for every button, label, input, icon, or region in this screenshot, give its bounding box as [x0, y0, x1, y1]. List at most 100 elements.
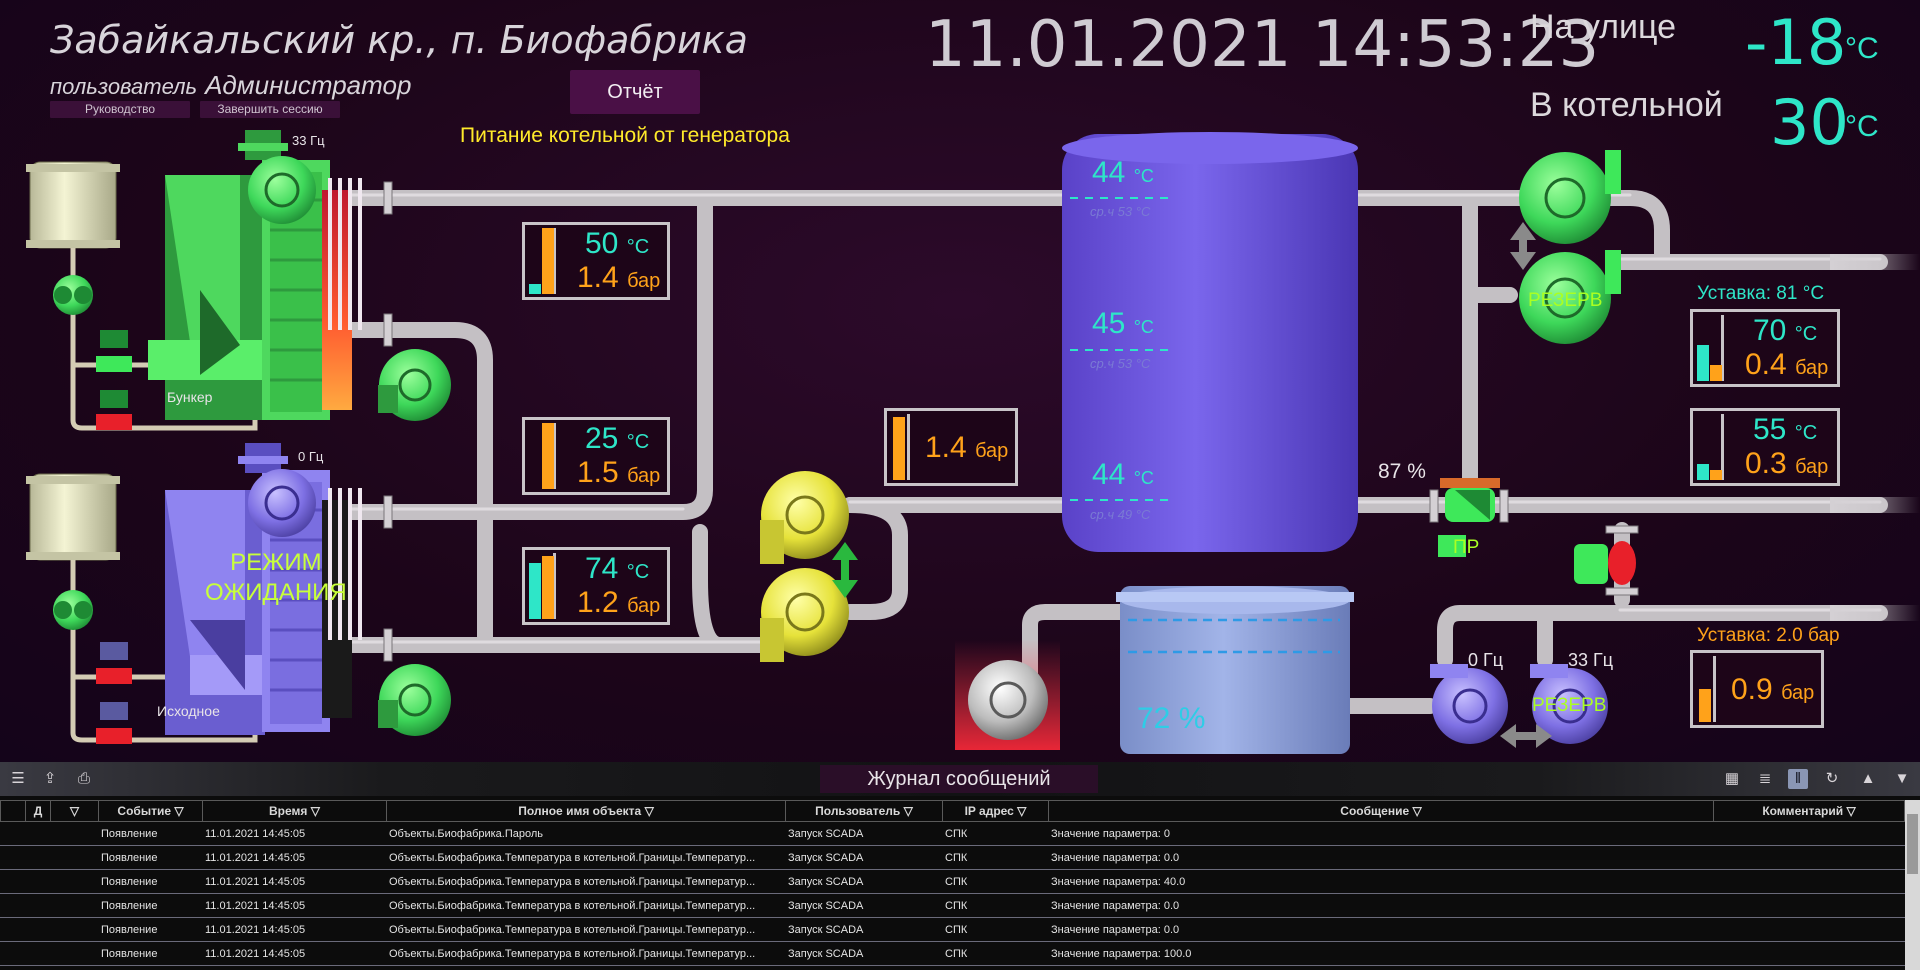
user-label: пользователь — [50, 74, 198, 99]
cell-time: 11.01.2021 14:45:05 — [205, 900, 306, 912]
table-row[interactable]: Появление 11.01.2021 14:45:05 Объекты.Биоф… — [0, 870, 1905, 894]
tank-avg-top: ср.ч 53 °С — [1090, 204, 1151, 219]
col-comment[interactable]: Комментарий ▽ — [1713, 800, 1905, 822]
indoor-label: В котельной — [1530, 86, 1723, 124]
cell-message: Значение параметра: 0.0 — [1051, 900, 1180, 912]
manual-button[interactable]: Руководство — [50, 101, 190, 118]
journal-header: Д ▽ Событие ▽ Время ▽ Полное имя объекта… — [0, 800, 1905, 822]
bunker-label: Бункер — [167, 389, 213, 405]
col-object[interactable]: Полное имя объекта ▽ — [386, 800, 785, 822]
cell-empty — [50, 942, 98, 965]
pipe-yellow-link — [692, 524, 728, 653]
cell-event: Появление — [101, 924, 158, 936]
yellow-pump-1 — [760, 471, 849, 564]
cell-ip: СПК — [945, 876, 968, 888]
columns-icon[interactable]: ‖ — [1788, 769, 1808, 789]
gauge-5-temp-bar — [1697, 344, 1709, 381]
arrow-down-icon[interactable]: ▼ — [1894, 770, 1910, 787]
cell-user: Запуск SCADA — [788, 948, 864, 960]
gauge-1-temp-bar — [529, 284, 541, 294]
cell-empty — [25, 918, 50, 941]
table-row[interactable]: Появление 11.01.2021 14:45:05 Объекты.Биоф… — [0, 942, 1905, 966]
cell-message: Значение параметра: 40.0 — [1051, 876, 1186, 888]
indoor-value: 30 — [1770, 86, 1849, 159]
col-message[interactable]: Сообщение ▽ — [1048, 800, 1713, 822]
col-event[interactable]: Событие ▽ — [98, 800, 202, 822]
gauge-1-pressure-bar — [542, 228, 554, 294]
journal-title: Журнал сообщений — [820, 765, 1098, 793]
list-icon[interactable]: ☰ — [11, 770, 25, 787]
cell-empty — [1713, 822, 1905, 845]
col-filter[interactable]: ▽ — [50, 800, 98, 822]
cell-empty — [0, 870, 25, 893]
col-select[interactable] — [0, 800, 25, 822]
gauge-1: 50 °С 1.4 бар — [522, 222, 670, 300]
mnemonic-scheme: Забайкальский кр., п. Биофабрика пользов… — [0, 0, 1920, 762]
pipe-boiler1-return — [312, 322, 493, 646]
calendar-icon[interactable]: ▦ — [1724, 770, 1740, 787]
gauge-3-pressure: 1.2 бар — [577, 586, 661, 619]
export-icon[interactable]: ⇪ — [43, 770, 57, 787]
gauge-3-temp-bar — [529, 562, 541, 619]
col-ip[interactable]: IP адрес ▽ — [942, 800, 1048, 822]
gauge-2-temp: 25 °С — [585, 422, 650, 455]
cell-empty — [25, 822, 50, 845]
gauge-6-temp-bar — [1697, 463, 1709, 480]
arrow-up-icon[interactable]: ▲ — [1860, 770, 1876, 787]
report-button[interactable]: Отчёт — [570, 70, 700, 114]
cell-empty — [1713, 846, 1905, 869]
tank-temp-bottom: 44 °С — [1092, 458, 1154, 491]
cell-empty — [50, 894, 98, 917]
gauge-3-pressure-bar — [542, 556, 554, 619]
outdoor-label: На улице — [1530, 8, 1676, 46]
document-icon[interactable]: ≣ — [1758, 770, 1772, 787]
cell-empty — [50, 918, 98, 941]
circ-pump-1 — [1519, 150, 1621, 244]
pump-boiler1-return — [378, 349, 451, 421]
cell-message: Значение параметра: 0.0 — [1051, 852, 1180, 864]
col-time[interactable]: Время ▽ — [202, 800, 386, 822]
gear-pump-2 — [53, 590, 93, 630]
table-row[interactable]: Появление 11.01.2021 14:45:05 Объекты.Биоф… — [0, 846, 1905, 870]
print-icon[interactable]: ⎙ — [77, 770, 90, 787]
tank-temp-top: 44 °С — [1092, 156, 1154, 189]
gauge-1-temp: 50 °С — [585, 227, 650, 260]
pipe-grey-pump — [1022, 604, 1128, 698]
pipes — [312, 190, 1920, 714]
table-row[interactable]: Появление 11.01.2021 14:45:05 Объекты.Биоф… — [0, 918, 1905, 942]
reserve-label-circ: РЕЗЕРВ — [1528, 290, 1603, 311]
cell-ip: СПК — [945, 852, 968, 864]
table-row[interactable]: Появление 11.01.2021 14:45:05 Объекты.Биоф… — [0, 894, 1905, 918]
cell-empty — [50, 870, 98, 893]
tank-avg-mid: ср.ч 53 °С — [1090, 356, 1151, 371]
grey-pump — [955, 640, 1060, 750]
valve-bunker-1 — [96, 330, 132, 372]
cell-time: 11.01.2021 14:45:05 — [205, 924, 306, 936]
cell-message: Значение параметра: 100.0 — [1051, 948, 1192, 960]
gauge-7-pressure: 0.9 бар — [1731, 673, 1815, 706]
col-ack[interactable]: Д — [25, 800, 50, 822]
gauge-7-pressure-bar — [1699, 689, 1711, 722]
end-session-button[interactable]: Завершить сессию — [200, 101, 340, 118]
cell-empty — [0, 846, 25, 869]
table-row[interactable]: Появление 11.01.2021 14:45:05 Объекты.Биоф… — [0, 822, 1905, 846]
scroll-thumb[interactable] — [1907, 814, 1918, 874]
cell-message: Значение параметра: 0 — [1051, 828, 1170, 840]
col-user[interactable]: Пользователь ▽ — [785, 800, 942, 822]
cell-empty — [25, 894, 50, 917]
gauge-6-temp: 55 °С — [1753, 413, 1818, 446]
gear-pump-1 — [53, 275, 93, 315]
refresh-icon[interactable]: ↻ — [1825, 770, 1839, 787]
cell-empty — [50, 822, 98, 845]
cell-empty — [25, 846, 50, 869]
gauge-2: 25 °С 1.5 бар — [522, 417, 670, 495]
swap-arrow-makeup — [1500, 724, 1552, 748]
cell-message: Значение параметра: 0.0 — [1051, 924, 1180, 936]
journal-scrollbar[interactable] — [1905, 800, 1920, 970]
cell-user: Запуск SCADA — [788, 828, 864, 840]
gauge-2-pressure: 1.5 бар — [577, 456, 661, 489]
cell-empty — [1713, 918, 1905, 941]
makeup-pump1-freq: 0 Гц — [1468, 650, 1504, 670]
control-valve — [1438, 478, 1500, 557]
swap-arrow-circ — [1510, 222, 1536, 270]
